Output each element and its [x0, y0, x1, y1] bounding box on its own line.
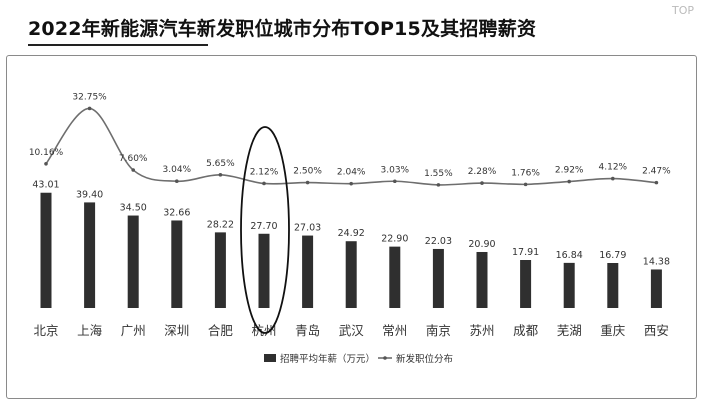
- bar-value-label-0: 43.01: [32, 180, 59, 191]
- chart-title: 2022年新能源汽车新发职位城市分布TOP15及其招聘薪资: [28, 18, 537, 40]
- brand-watermark: TOP: [671, 4, 694, 17]
- legend-bar-swatch: [264, 354, 276, 362]
- bar-3: [171, 220, 183, 308]
- bar-value-label-7: 24.92: [338, 228, 365, 239]
- legend-line-marker: [383, 356, 387, 360]
- line-value-label-6: 2.50%: [293, 167, 322, 177]
- line-value-label-8: 3.03%: [381, 165, 410, 175]
- bar-7: [345, 241, 357, 308]
- x-tick-label-7: 武汉: [339, 323, 365, 338]
- bar-value-label-12: 16.84: [556, 250, 583, 261]
- x-tick-label-10: 苏州: [469, 323, 494, 338]
- line-value-label-2: 7.60%: [119, 154, 148, 164]
- bar-1: [84, 202, 96, 308]
- x-tick-label-1: 上海: [77, 323, 103, 338]
- line-point-3: [175, 179, 179, 184]
- line-value-label-1: 32.75%: [72, 92, 107, 102]
- x-tick-label-14: 西安: [644, 323, 669, 338]
- x-tick-label-8: 常州: [382, 323, 407, 338]
- bar-0: [40, 192, 52, 308]
- line-point-1: [87, 106, 92, 111]
- line-value-label-7: 2.04%: [337, 168, 366, 178]
- line-value-label-12: 2.92%: [555, 166, 584, 176]
- line-value-label-11: 1.76%: [511, 168, 540, 178]
- legend-bar-label: 招聘平均年薪（万元）: [280, 353, 375, 365]
- line-point-13: [611, 176, 615, 181]
- x-tick-label-6: 青岛: [295, 323, 320, 338]
- line-point-0: [44, 161, 48, 166]
- bar-value-label-5: 27.70: [250, 221, 277, 232]
- title-underline: [28, 44, 208, 46]
- bar-4: [214, 232, 226, 308]
- line-value-label-3: 3.04%: [163, 165, 192, 175]
- line-point-5: [262, 181, 266, 186]
- bar-13: [607, 263, 619, 308]
- bar-11: [520, 260, 532, 308]
- bar-value-label-6: 27.03: [294, 223, 321, 234]
- bar-value-label-9: 22.03: [425, 236, 452, 247]
- bar-14: [650, 269, 662, 308]
- bar-value-label-14: 14.38: [643, 256, 670, 267]
- bar-value-label-8: 22.90: [381, 234, 408, 245]
- line-point-10: [480, 181, 484, 185]
- line-value-label-14: 2.47%: [642, 167, 671, 177]
- highlight-ellipse: [240, 126, 290, 334]
- line-point-8: [393, 179, 397, 184]
- line-point-11: [523, 182, 528, 187]
- line-point-6: [305, 180, 310, 185]
- x-tick-label-9: 南京: [426, 323, 451, 338]
- legend-line-label: 新发职位分布: [396, 353, 453, 365]
- bar-value-label-13: 16.79: [599, 250, 626, 261]
- bar-2: [127, 215, 139, 308]
- line-point-12: [567, 179, 571, 184]
- x-tick-label-11: 成都: [513, 323, 539, 338]
- line-value-label-13: 4.12%: [599, 163, 628, 173]
- bar-value-label-3: 32.66: [163, 207, 190, 218]
- line-value-label-9: 1.55%: [424, 169, 453, 179]
- x-tick-label-12: 芜湖: [557, 323, 582, 338]
- bar-10: [476, 251, 488, 308]
- x-tick-label-2: 广州: [121, 323, 146, 338]
- x-tick-label-5: 杭州: [251, 323, 276, 338]
- bar-value-label-11: 17.91: [512, 247, 539, 258]
- x-tick-label-0: 北京: [33, 323, 58, 338]
- line-value-label-0: 10.16%: [29, 148, 64, 158]
- bar-5: [258, 233, 270, 308]
- chart-card: [6, 55, 697, 399]
- line-point-2: [131, 168, 135, 172]
- bar-value-label-4: 28.22: [207, 219, 234, 230]
- line-point-7: [349, 181, 354, 186]
- bar-6: [302, 235, 314, 308]
- bar-value-label-2: 34.50: [120, 203, 147, 214]
- line-point-9: [436, 183, 441, 187]
- x-tick-label-13: 重庆: [600, 323, 626, 338]
- bar-8: [389, 246, 401, 308]
- line-value-label-5: 2.12%: [250, 167, 279, 177]
- bar-9: [432, 248, 444, 308]
- bar-12: [563, 262, 575, 308]
- line-value-label-4: 5.65%: [206, 159, 235, 169]
- x-tick-label-4: 合肥: [208, 323, 234, 338]
- bar-value-label-10: 20.90: [468, 239, 495, 250]
- line-value-label-10: 2.28%: [468, 167, 497, 177]
- line-point-14: [654, 180, 659, 185]
- line-point-4: [218, 173, 223, 177]
- bar-value-label-1: 39.40: [76, 189, 103, 200]
- x-tick-label-3: 深圳: [164, 323, 189, 338]
